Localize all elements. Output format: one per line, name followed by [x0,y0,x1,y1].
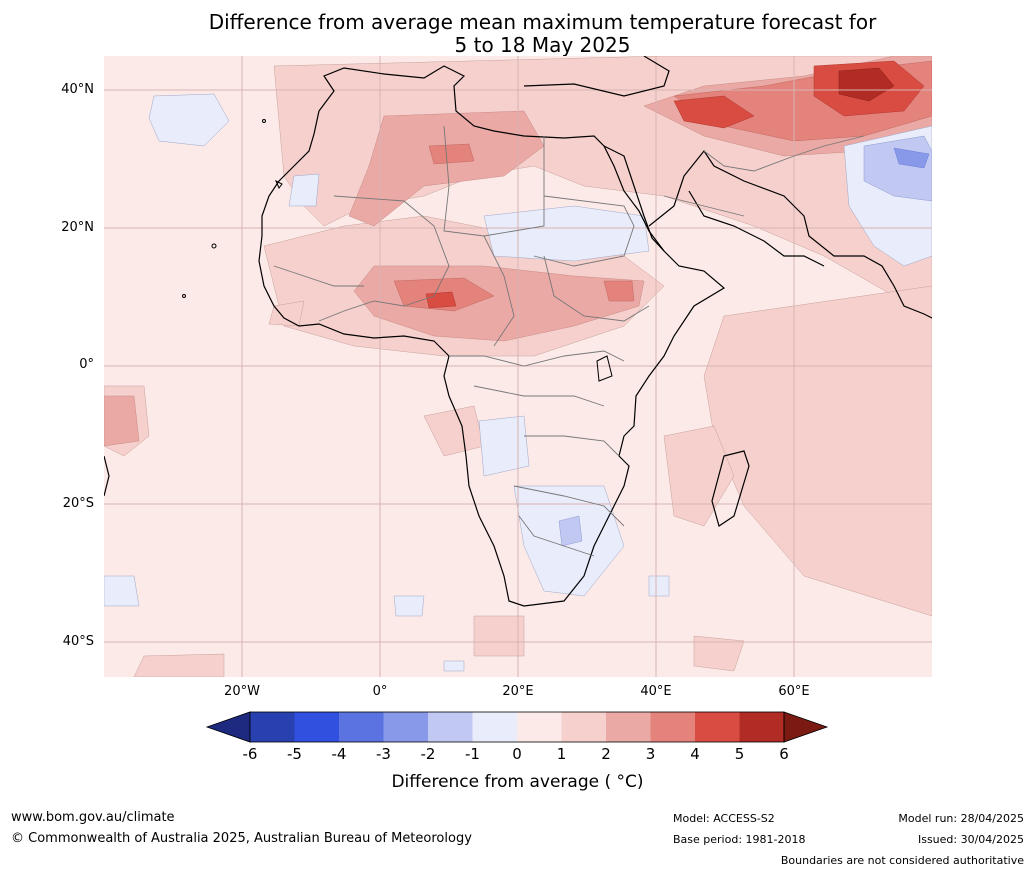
colorbar-swatch [250,712,295,742]
colorbar [205,711,829,743]
colorbar-tick-label: 0 [512,745,522,763]
colorbar-swatch [383,712,428,742]
website-link[interactable]: www.bom.gov.au/climate [11,810,175,825]
country-borders [273,125,865,557]
colorbar-extend-high [783,711,829,743]
colorbar-tick-label: -1 [465,745,480,763]
colorbar-tick-label: 4 [690,745,700,763]
colorbar-extend-low [205,711,251,743]
colorbar-tick-label: 6 [779,745,789,763]
map-title-line1: Difference from average mean maximum tem… [208,10,877,34]
colorbar-swatch [606,712,651,742]
colorbar-outline [249,711,785,743]
map-title-line2: 5 to 18 May 2025 [454,33,631,57]
model-name: Model: ACCESS-S2 [673,812,775,825]
colorbar-tick-label: 3 [645,745,656,763]
boundaries-disclaimer: Boundaries are not considered authoritat… [780,854,1024,867]
lat-label-40n: 40°N [61,82,94,97]
lon-label-20e: 20°E [502,684,534,699]
lon-label-60e: 60°E [778,684,810,699]
lat-label-40s: 40°S [62,634,94,649]
lon-label-20w: 20°W [224,684,260,699]
colorbar-tick-label: -2 [420,745,436,763]
lon-label-0: 0° [372,684,388,699]
colorbar-swatch [428,712,473,742]
lat-label-20s: 20°S [62,496,94,511]
colorbar-tick-label: 5 [734,745,745,763]
colorbar-swatch [739,712,784,742]
colorbar-swatch [339,712,384,742]
lon-label-40e: 40°E [640,684,672,699]
lat-label-equator: 0° [79,357,94,372]
issued-date: Issued: 30/04/2025 [917,833,1024,846]
colorbar-tick-label: -5 [287,745,302,763]
colorbar-tick-label: 2 [601,745,611,763]
colorbar-tick-label: -6 [242,745,258,763]
graticule-lines [104,56,932,677]
colorbar-swatch [472,712,517,742]
colorbar-swatch [650,712,695,742]
coastlines [104,56,932,607]
model-run-date: Model run: 28/04/2025 [898,812,1024,825]
base-period: Base period: 1981-2018 [673,833,806,846]
colorbar-tick-label: 1 [556,745,567,763]
colorbar-swatch [695,712,740,742]
anomaly-minus-3-to-minus-2-areas [893,147,930,169]
colorbar-tick-label: -3 [376,745,391,763]
colorbar-label: Difference from average ( °C) [391,772,644,792]
colorbar-swatch [561,712,606,742]
colorbar-tick-label: -4 [331,745,347,763]
lat-label-20n: 20°N [61,220,94,235]
colorbar-swatch [294,712,339,742]
islands-and-lakes [182,119,613,382]
colorbar-swatch [517,712,562,742]
copyright-text: © Commonwealth of Australia 2025, Austra… [11,831,472,846]
temperature-anomaly-map [104,56,932,677]
